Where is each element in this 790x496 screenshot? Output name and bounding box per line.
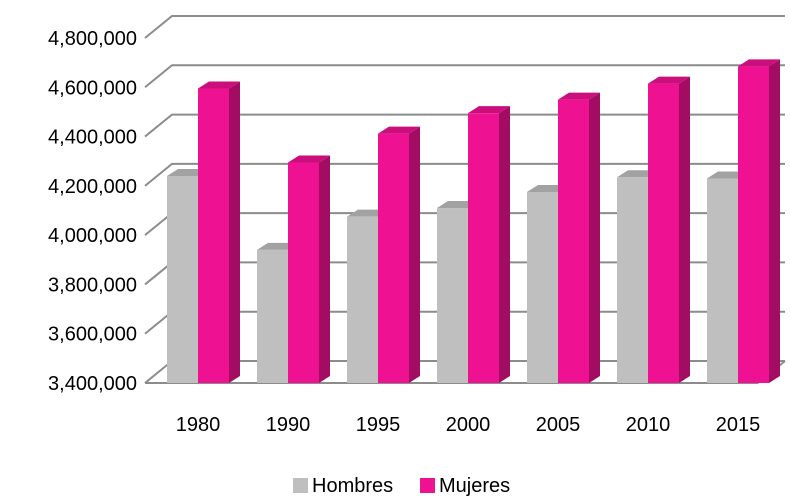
legend-swatch: [420, 478, 435, 493]
x-tick-label: 2005: [536, 414, 581, 436]
x-tick-label: 2010: [626, 414, 671, 436]
bar-mujeres-2005: [558, 92, 600, 383]
legend-label: Mujeres: [439, 475, 510, 496]
gridline: [144, 15, 785, 39]
y-tick-label: 3,600,000: [48, 324, 137, 346]
y-tick-label: 4,000,000: [48, 225, 137, 247]
x-tick-label: 2000: [446, 414, 491, 436]
y-tick-label: 3,800,000: [48, 274, 137, 296]
x-tick-label: 1980: [176, 414, 221, 436]
y-tick-label: 4,200,000: [48, 176, 137, 198]
gridline: [144, 64, 785, 89]
x-tick-label: 1995: [356, 414, 401, 436]
bar-mujeres-1995: [378, 126, 420, 383]
bar-mujeres-1980: [198, 81, 240, 384]
x-tick-label: 1990: [266, 414, 311, 436]
y-tick-label: 4,400,000: [48, 127, 137, 149]
legend: Hombres Mujeres: [293, 475, 510, 496]
x-axis-ticks: 1980 1990 1995 2000 2005 2010 2015: [176, 414, 761, 436]
legend-label: Hombres: [312, 475, 393, 496]
legend-item-mujeres: Mujeres: [420, 475, 510, 496]
y-tick-label: 4,800,000: [48, 28, 137, 50]
y-tick-label: 3,400,000: [48, 373, 137, 395]
bar-mujeres-1990: [288, 155, 330, 383]
bar-mujeres-2015: [738, 59, 780, 383]
legend-item-hombres: Hombres: [293, 475, 393, 496]
y-axis-ticks: 3,400,000 3,600,000 3,800,000 4,000,000 4,20…: [48, 28, 137, 395]
bar-mujeres-2000: [468, 106, 510, 384]
bar-mujeres-2010: [648, 76, 690, 383]
legend-swatch: [293, 478, 308, 493]
x-tick-label: 2015: [716, 414, 761, 436]
bars: [167, 59, 780, 384]
y-tick-label: 4,600,000: [48, 77, 137, 99]
